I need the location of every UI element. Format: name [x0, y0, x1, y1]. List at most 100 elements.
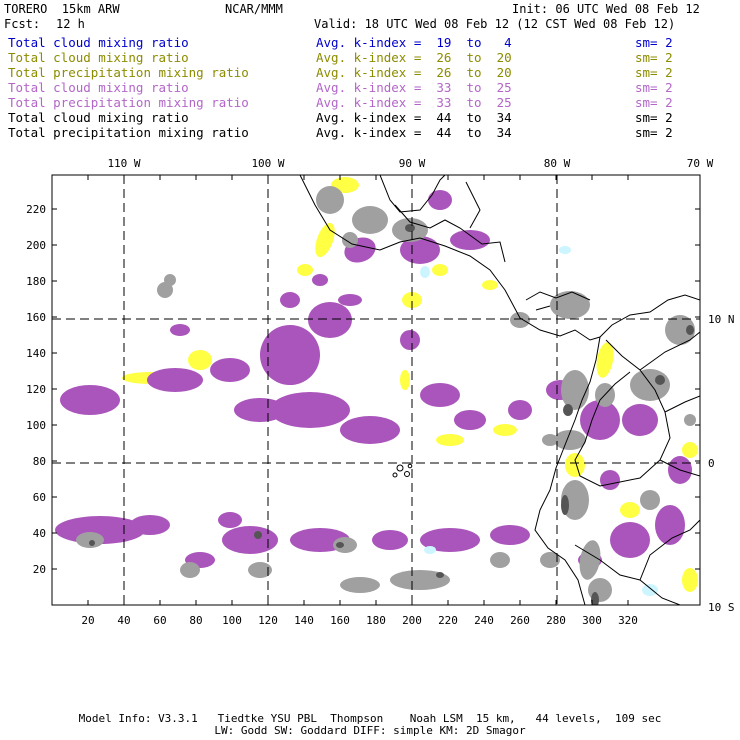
cloud-patch [540, 552, 560, 568]
cloud-patch [76, 532, 104, 548]
x-tick-label: 80 [189, 614, 202, 627]
cloud-patch [510, 312, 530, 328]
model-title: TORERO 15km ARW [4, 2, 120, 16]
latitude-label: 10 S [708, 601, 735, 614]
legend-index: Avg. k-index = 26 to 20 [316, 50, 512, 65]
cloud-patch [630, 369, 670, 401]
cloud-patch [280, 292, 300, 308]
cloud-patch [420, 383, 460, 407]
legend-field: Total precipitation mixing ratio [8, 65, 249, 80]
latitude-label: 10 N [708, 313, 735, 326]
x-tick-label: 140 [294, 614, 314, 627]
cloud-patch [436, 434, 464, 446]
init-time: Init: 06 UTC Wed 08 Feb 12 [512, 2, 700, 16]
cloud-patch [147, 368, 203, 392]
axes: 20 40 60 80 100 120 140 160 180 200 220 240 260 280 30… [26, 157, 734, 627]
x-tick-label: 280 [546, 614, 566, 627]
y-tick-label: 40 [33, 527, 46, 540]
legend-field: Total cloud mixing ratio [8, 80, 189, 95]
cloud-patch [684, 414, 696, 426]
cloud-patch [454, 410, 486, 430]
cloud-patch [180, 562, 200, 578]
forecast-label: Fcst: [4, 17, 41, 31]
cloud-patch [596, 342, 614, 378]
cloud-patch [542, 434, 558, 446]
cloud-patch [400, 370, 410, 390]
y-tick-label: 180 [26, 275, 46, 288]
cloud-patch [508, 400, 532, 420]
legend-field: Total cloud mixing ratio [8, 35, 189, 50]
cloud-patch [315, 222, 335, 258]
cloud-patch [400, 330, 420, 350]
valid-time: Valid: 18 UTC Wed 08 Feb 12 (12 CST Wed … [314, 17, 676, 31]
cloud-patch [308, 302, 352, 338]
cloud-patch [428, 190, 452, 210]
x-tick-label: 100 [222, 614, 242, 627]
cloud-patch [682, 568, 698, 592]
x-tick-label: 260 [510, 614, 530, 627]
cloud-patch [420, 528, 480, 552]
legend-field: Total cloud mixing ratio [8, 50, 189, 65]
cloud-patch [60, 385, 120, 415]
y-tick-label: 60 [33, 491, 46, 504]
longitude-label: 110 W [107, 157, 140, 170]
cloud-patch [402, 292, 422, 308]
cloud-patch [436, 572, 444, 578]
forecast-hour: 12 h [56, 17, 85, 31]
cloud-patch [610, 522, 650, 558]
legend-sm: sm= 2 [635, 65, 673, 80]
y-tick-label: 160 [26, 311, 46, 324]
legend-index: Avg. k-index = 26 to 20 [316, 65, 512, 80]
cloud-patch [450, 230, 490, 250]
y-tick-label: 100 [26, 419, 46, 432]
legend-index: Avg. k-index = 44 to 34 [316, 125, 512, 140]
legend-sm: sm= 2 [635, 35, 673, 50]
cloud-patch [563, 404, 573, 416]
y-tick-label: 140 [26, 347, 46, 360]
cloud-patch [218, 512, 242, 528]
cloud-patch [316, 186, 344, 214]
y-tick-label: 200 [26, 239, 46, 252]
cloud-patch [640, 490, 660, 510]
cloud-patch [338, 294, 362, 306]
org-label: NCAR/MMM [225, 2, 283, 16]
cloud-patch [270, 392, 350, 428]
cloud-patch [170, 324, 190, 336]
cloud-patch [665, 315, 695, 345]
latitude-label: 0 [708, 457, 715, 470]
cloud-patch [550, 291, 590, 319]
cloud-patch [89, 540, 95, 546]
cloud-patch [682, 442, 698, 458]
cloud-patch [579, 540, 601, 580]
legend-sm: sm= 2 [635, 50, 673, 65]
model-info-line2: LW: Godd SW: Goddard DIFF: simple KM: 2D… [214, 724, 526, 737]
cloud-patch [490, 525, 530, 545]
cloud-patch [432, 264, 448, 276]
legend-sm: sm= 2 [635, 95, 673, 110]
model-info-line1: Model Info: V3.3.1 Tiedtke YSU PBL Thomp… [78, 712, 662, 725]
cloud-patch [372, 530, 408, 550]
cloud-patch [342, 232, 358, 248]
legend-sm: sm= 2 [635, 110, 673, 125]
legend-index: Avg. k-index = 44 to 34 [316, 110, 512, 125]
cloud-patch [336, 542, 344, 548]
legend-index: Avg. k-index = 33 to 25 [316, 95, 512, 110]
x-tick-label: 180 [366, 614, 386, 627]
cloud-field [55, 177, 698, 605]
x-tick-label: 300 [582, 614, 602, 627]
x-tick-label: 160 [330, 614, 350, 627]
cloud-patch [400, 236, 440, 264]
cloud-patch [222, 526, 278, 554]
cloud-patch [210, 358, 250, 382]
longitude-label: 80 W [544, 157, 571, 170]
x-tick-label: 40 [117, 614, 130, 627]
cloud-patch [157, 282, 173, 298]
cloud-patch [686, 325, 694, 335]
cloud-patch [188, 350, 212, 370]
x-tick-label: 60 [153, 614, 166, 627]
cloud-patch [580, 400, 620, 440]
cloud-patch [340, 577, 380, 593]
legend-index: Avg. k-index = 33 to 25 [316, 80, 512, 95]
lat-lon-grid [52, 175, 700, 605]
